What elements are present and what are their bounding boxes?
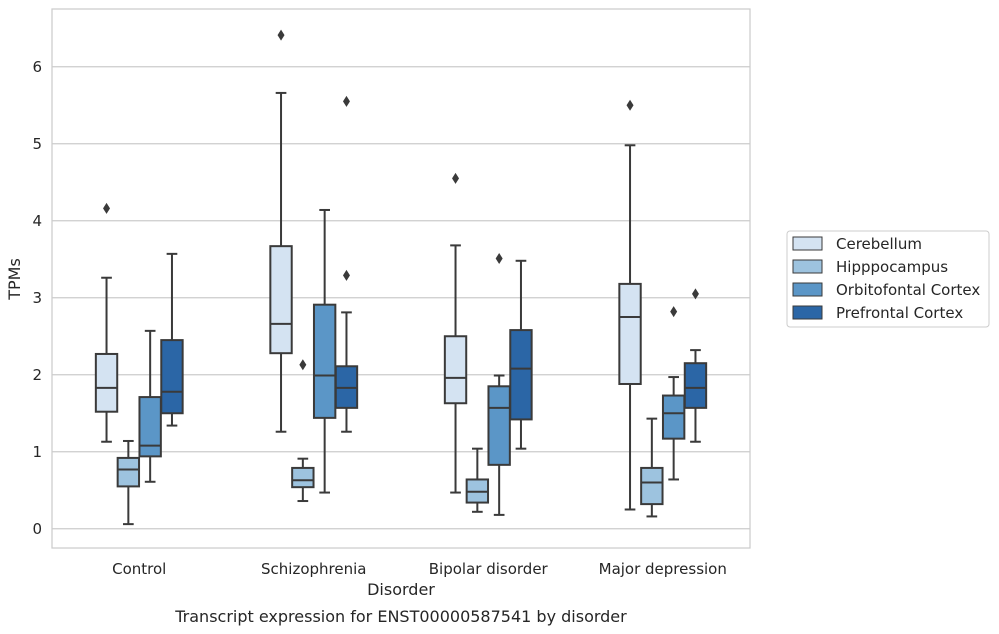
- y-tick-label: 1: [32, 443, 42, 461]
- outlier-point: [626, 99, 634, 111]
- legend-swatch: [792, 305, 823, 320]
- x-tick-label: Schizophrenia: [261, 560, 366, 578]
- legend-frame: [786, 230, 990, 328]
- box-iqr: [661, 394, 686, 440]
- outlier-point: [495, 252, 503, 264]
- legend-label: Cerebellum: [836, 235, 922, 253]
- box-iqr: [640, 466, 664, 506]
- legend-label: Prefrontal Cortex: [836, 304, 963, 322]
- plot-area: [51, 8, 751, 549]
- box-4-1: [160, 252, 184, 427]
- box-3-4: [661, 306, 686, 481]
- box-2-2: [291, 359, 315, 503]
- box-iqr: [138, 396, 162, 458]
- y-tick-labels: 0 1 2 3 4 5 6: [32, 58, 42, 538]
- outlier-point: [342, 95, 350, 107]
- box-iqr: [291, 466, 315, 489]
- box-2-3: [465, 447, 490, 513]
- box-iqr: [312, 303, 337, 419]
- grid: [52, 66, 750, 530]
- y-tick-label: 0: [32, 520, 42, 538]
- box-1-1: [94, 202, 119, 443]
- box-iqr: [683, 362, 708, 409]
- box-iqr: [509, 329, 533, 421]
- y-tick-label: 6: [32, 58, 42, 76]
- outlier-point: [299, 359, 307, 371]
- y-tick-label: 2: [32, 366, 42, 384]
- box-iqr: [94, 352, 119, 413]
- x-axis-label: Disorder: [367, 580, 435, 599]
- y-tick-label: 5: [32, 135, 42, 153]
- box-3-2: [312, 208, 337, 494]
- y-axis-label: TPMs: [5, 258, 24, 301]
- legend: Cerebellum Hipppocampus Orbitofontal Corte…: [786, 230, 990, 328]
- legend-label: Hipppocampus: [836, 258, 948, 276]
- box-iqr: [443, 335, 468, 405]
- legend-label: Orbitofontal Cortex: [836, 281, 980, 299]
- box-2-1: [116, 439, 141, 526]
- box-iqr: [269, 245, 293, 355]
- x-tick-label: Bipolar disorder: [429, 560, 549, 578]
- box-4-3: [509, 259, 533, 450]
- box-1-3: [443, 172, 468, 494]
- outlier-point: [691, 288, 699, 300]
- x-tick-label: Control: [112, 560, 166, 578]
- outlier-point: [277, 29, 285, 41]
- legend-swatch: [792, 259, 823, 274]
- outlier-point: [452, 172, 460, 184]
- x-tick-labels: Control Schizophrenia Bipolar disorder Majo…: [112, 560, 727, 578]
- outlier-point: [103, 202, 111, 214]
- box-3-1: [138, 329, 162, 483]
- legend-swatch: [792, 236, 823, 251]
- box-iqr: [487, 385, 511, 466]
- box-iqr: [160, 339, 184, 415]
- box-2-4: [640, 417, 664, 518]
- box-4-2: [334, 95, 359, 433]
- legend-swatch: [792, 282, 823, 297]
- box-4-4: [683, 288, 708, 443]
- box-iqr: [618, 282, 642, 385]
- outlier-point: [670, 306, 678, 318]
- box-1-2: [269, 29, 293, 433]
- y-tick-label: 3: [32, 289, 42, 307]
- box-iqr: [116, 456, 141, 488]
- x-tick-label: Major depression: [599, 560, 727, 578]
- y-tick-label: 4: [32, 212, 42, 230]
- box-plots: [94, 29, 708, 526]
- box-3-3: [487, 252, 511, 516]
- outlier-point: [342, 269, 350, 281]
- chart-caption: Transcript expression for ENST0000058754…: [174, 607, 627, 626]
- box-1-4: [618, 99, 642, 511]
